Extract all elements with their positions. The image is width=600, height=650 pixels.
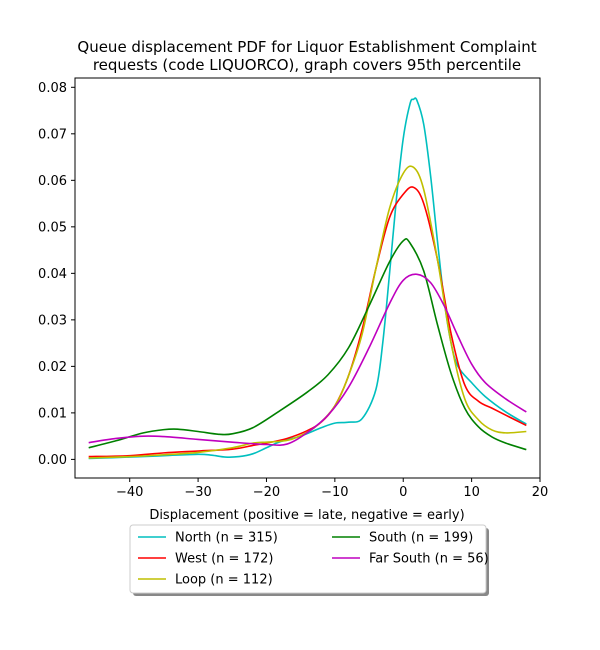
x-tick-label: −30	[184, 485, 211, 500]
y-tick-label: 0.07	[38, 127, 67, 142]
x-tick-label: −10	[321, 485, 348, 500]
series-line-2	[88, 165, 527, 459]
y-tick-label: 0.05	[38, 220, 67, 235]
x-tick-label: 0	[399, 485, 407, 500]
chart-title-line-2: requests (code LIQUORCO), graph covers 9…	[93, 56, 521, 74]
legend: North (n = 315) West (n = 172) Loop (n = 1…	[129, 524, 489, 596]
series-line-1	[88, 186, 527, 458]
x-tick-label: 10	[463, 485, 480, 500]
x-tick-label: −20	[253, 485, 280, 500]
ticks-layer: −40 −30 −20 −10 0 10 20 0.00 0.01 0.02 0.03 0.04 0.0…	[38, 81, 548, 500]
legend-label: North (n = 315)	[175, 531, 278, 546]
x-axis-label: Displacement (positive = late, negative …	[149, 508, 464, 523]
legend-label: South (n = 199)	[369, 531, 473, 546]
legend-label: West (n = 172)	[175, 552, 273, 567]
plot-frame	[74, 77, 541, 479]
y-tick-label: 0.06	[38, 174, 67, 189]
legend-label: Far South (n = 56)	[369, 552, 489, 567]
series-line-3	[88, 238, 527, 451]
y-tick-label: 0.08	[38, 81, 67, 96]
y-tick-label: 0.01	[38, 406, 67, 421]
y-tick-label: 0.04	[38, 267, 67, 282]
y-tick-label: 0.03	[38, 313, 67, 328]
series-line-4	[88, 273, 527, 446]
chart-title-line-1: Queue displacement PDF for Liquor Establ…	[77, 38, 536, 56]
y-tick-label: 0.00	[38, 453, 67, 468]
y-tick-label: 0.02	[38, 360, 67, 375]
series-layer	[88, 97, 527, 460]
legend-items: North (n = 315) West (n = 172) Loop (n = 1…	[138, 531, 489, 588]
x-tick-label: 20	[532, 485, 549, 500]
legend-label: Loop (n = 112)	[175, 573, 273, 588]
legend-box	[129, 524, 487, 594]
x-tick-label: −40	[116, 485, 143, 500]
